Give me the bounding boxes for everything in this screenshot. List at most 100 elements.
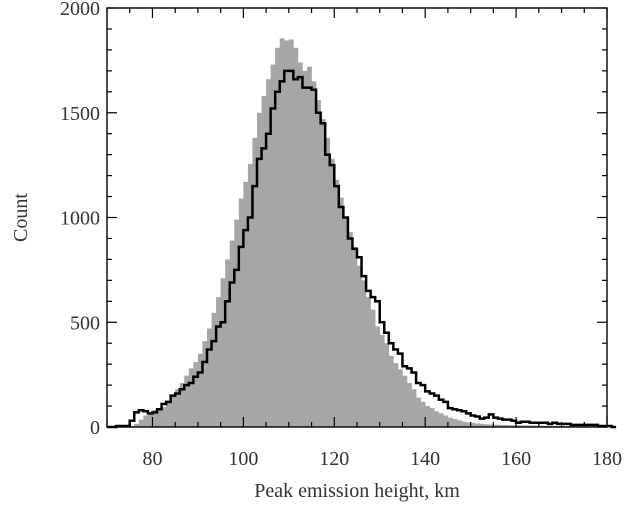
- x-tick-label: 120: [319, 448, 349, 470]
- histogram-bar: [157, 409, 162, 427]
- histogram-bar: [484, 424, 490, 427]
- histogram-bar: [520, 425, 526, 427]
- histogram-bar: [416, 397, 421, 427]
- histogram-bar: [211, 312, 217, 427]
- histogram-bar: [393, 363, 399, 427]
- histogram-bar: [307, 66, 312, 427]
- histogram-bar: [188, 368, 194, 427]
- histogram-bar: [320, 119, 326, 427]
- histogram-bar: [166, 402, 171, 427]
- y-tick-label: 1000: [60, 208, 100, 230]
- histogram-bar: [252, 137, 258, 427]
- histogram-bar: [302, 70, 308, 427]
- histogram-bar: [152, 410, 158, 427]
- histogram-bar: [270, 64, 276, 427]
- histogram-bar: [479, 423, 485, 427]
- histogram-bar: [170, 395, 176, 427]
- histogram-bar: [388, 355, 394, 427]
- histogram-bar: [161, 407, 167, 427]
- axis-ticks: [106, 7, 608, 428]
- histogram-bar: [425, 406, 431, 427]
- histogram-bar: [352, 246, 358, 427]
- histogram-bar: [220, 278, 226, 427]
- y-tick-label: 500: [70, 312, 100, 334]
- histogram-bar: [497, 424, 503, 427]
- histogram-bar: [511, 425, 517, 427]
- histogram-bar: [134, 423, 140, 427]
- y-tick-label: 1500: [60, 103, 100, 125]
- histogram-bar: [466, 422, 471, 427]
- x-tick-label: 100: [228, 448, 258, 470]
- histogram-bar: [225, 259, 231, 427]
- histogram-bar: [197, 353, 203, 427]
- histogram-bar: [257, 112, 262, 427]
- histogram-bar: [284, 40, 290, 427]
- histogram-bar: [293, 47, 299, 428]
- x-axis-label: Peak emission height, km: [254, 480, 460, 502]
- histogram-bar: [397, 369, 403, 427]
- histogram-bar: [361, 280, 367, 427]
- y-axis-label: Count: [10, 193, 32, 242]
- histogram-bar: [461, 421, 467, 427]
- histogram-bar: [470, 422, 476, 427]
- histogram-bar: [275, 47, 281, 428]
- histogram-bar: [347, 232, 353, 427]
- histogram-bar: [261, 95, 267, 428]
- histogram-bar: [516, 425, 521, 427]
- histogram-bar: [238, 198, 244, 427]
- histogram-bar: [384, 343, 390, 427]
- histogram-bar: [202, 341, 208, 427]
- outline-histogram-series: [107, 69, 617, 429]
- histogram-bar: [534, 425, 540, 427]
- histogram-bar: [297, 62, 303, 427]
- histogram-bar: [184, 375, 190, 427]
- histogram-bar: [475, 423, 481, 427]
- histogram-bar: [288, 39, 294, 428]
- y-tick-label: 2000: [60, 0, 100, 20]
- histogram-bar: [334, 179, 340, 427]
- histogram-bar: [343, 217, 349, 427]
- axis-tick-labels: 80 100 120 140 160 180 0 500 1000 1500 2000: [60, 0, 622, 470]
- x-tick-label: 140: [410, 448, 440, 470]
- histogram-bar: [375, 326, 381, 427]
- histogram-bar: [379, 334, 385, 427]
- histogram-bar: [316, 100, 321, 428]
- histogram-bar: [529, 425, 535, 427]
- histogram-bar: [525, 425, 531, 427]
- filled-histogram-series: [129, 38, 617, 428]
- histogram-bar: [411, 389, 417, 427]
- histogram-bar: [429, 408, 435, 427]
- histogram-bar: [138, 419, 144, 427]
- histogram-bar: [402, 375, 408, 427]
- histogram-bar: [366, 297, 371, 427]
- histogram-bar: [434, 411, 440, 427]
- y-tick-label: 0: [90, 417, 100, 439]
- histogram-bar: [457, 420, 462, 427]
- histogram-bar: [143, 415, 149, 427]
- histogram-bar: [247, 164, 253, 427]
- histogram-bar: [443, 415, 449, 427]
- histogram-bar: [325, 137, 331, 427]
- histogram-bar: [266, 79, 271, 427]
- histogram-bar: [420, 401, 426, 427]
- histogram-bar: [329, 158, 335, 427]
- histogram-bar: [447, 417, 453, 427]
- histogram-bar: [502, 424, 508, 427]
- histogram-bar: [370, 309, 376, 427]
- x-tick-label: 180: [592, 448, 622, 470]
- histogram-bar: [357, 265, 362, 427]
- histogram-bar: [311, 81, 317, 427]
- x-tick-label: 160: [501, 448, 531, 470]
- histogram-bar: [179, 383, 185, 427]
- histogram-bar: [175, 389, 181, 427]
- histogram-bar: [407, 383, 412, 427]
- histogram-bar: [488, 424, 494, 427]
- histogram-bar: [507, 425, 512, 427]
- histogram-bar: [229, 240, 235, 427]
- histogram-bar: [438, 413, 444, 427]
- histogram-bar: [207, 328, 212, 427]
- histogram-bar: [279, 38, 285, 427]
- histogram-bar: [193, 362, 199, 427]
- histogram-bar: [243, 181, 249, 427]
